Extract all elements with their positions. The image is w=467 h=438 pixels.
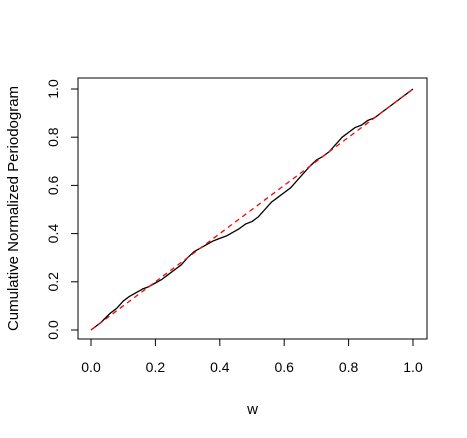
x-tick-label: 1.0 [403, 359, 423, 375]
y-tick-label: 0.8 [45, 127, 61, 147]
x-tick-label: 0.4 [210, 359, 230, 375]
x-tick-label: 0.2 [146, 359, 166, 375]
x-tick-label: 0.6 [274, 359, 294, 375]
y-tick-label: 1.0 [45, 79, 61, 99]
x-tick-label: 0.0 [81, 359, 101, 375]
x-axis-title: w [246, 401, 258, 418]
x-tick-label: 0.8 [339, 359, 359, 375]
y-axis: 0.0 0.2 0.4 0.6 0.8 1.0 [45, 79, 79, 340]
y-tick-label: 0.4 [45, 224, 61, 244]
y-axis-title: Cumulative Normalized Periodogram [5, 86, 22, 331]
series-layer [90, 88, 414, 331]
y-tick-label: 0.6 [45, 175, 61, 195]
y-tick-label: 0.0 [45, 320, 61, 340]
reference-line-dashed [90, 88, 414, 331]
y-tick-label: 0.2 [45, 272, 61, 292]
x-axis: 0.0 0.2 0.4 0.6 0.8 1.0 [81, 338, 423, 375]
